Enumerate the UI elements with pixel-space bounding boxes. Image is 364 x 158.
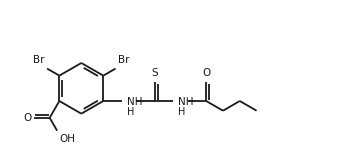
Text: S: S — [151, 67, 158, 78]
Text: H: H — [178, 107, 186, 117]
Text: O: O — [23, 113, 31, 123]
Text: Br: Br — [33, 55, 45, 65]
Text: O: O — [202, 67, 210, 78]
Text: OH: OH — [60, 134, 76, 144]
Text: H: H — [127, 107, 134, 117]
Text: NH: NH — [178, 97, 194, 107]
Text: NH: NH — [127, 97, 142, 107]
Text: Br: Br — [118, 55, 129, 65]
